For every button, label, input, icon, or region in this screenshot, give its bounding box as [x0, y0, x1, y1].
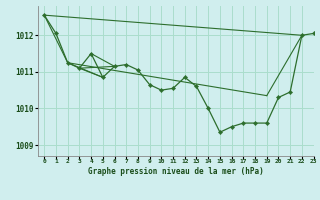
X-axis label: Graphe pression niveau de la mer (hPa): Graphe pression niveau de la mer (hPa) [88, 167, 264, 176]
